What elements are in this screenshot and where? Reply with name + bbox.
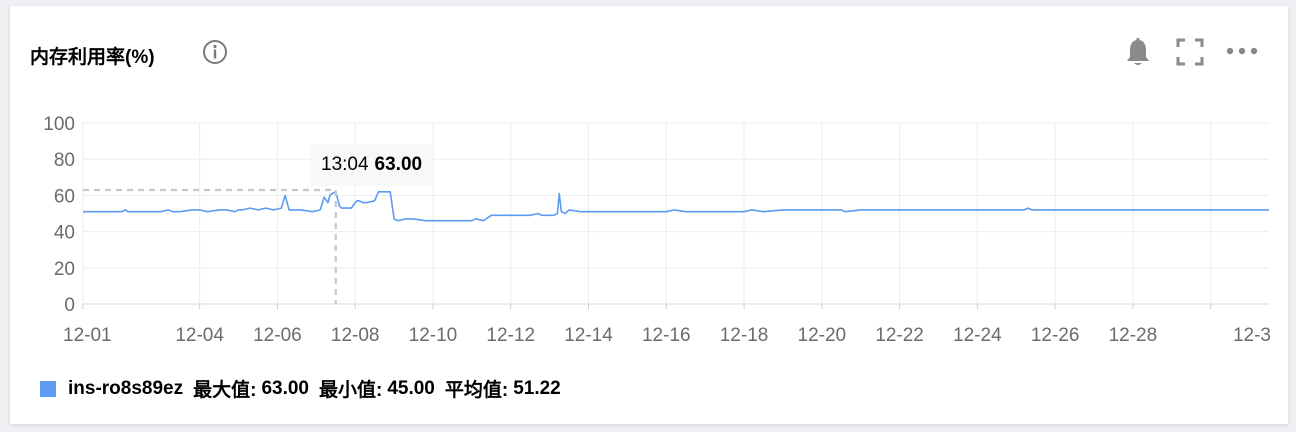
tooltip-value: 63.00 bbox=[374, 154, 423, 175]
chart-legend: ins-ro8s89ez 最大值: 63.00 最小值: 45.00 平均值: … bbox=[40, 375, 561, 402]
y-tick-label: 20 bbox=[54, 259, 75, 280]
x-tick-label: 12-01 bbox=[63, 325, 112, 346]
fullscreen-icon[interactable] bbox=[1175, 37, 1205, 72]
series-line bbox=[83, 191, 1269, 222]
legend-avg-label: 平均值: bbox=[444, 380, 509, 401]
x-tick-label: 12-24 bbox=[953, 325, 1002, 346]
legend-swatch[interactable] bbox=[40, 380, 56, 397]
tooltip-time: 13:04 bbox=[321, 154, 369, 175]
line-chart[interactable]: 0 20 40 60 80 100 12-01 12-04 12-06 12-08 12-10 12-… bbox=[10, 6, 1288, 356]
chart-tooltip: 13:04 63.00 bbox=[311, 144, 433, 186]
x-tick-label: 12-16 bbox=[642, 325, 691, 346]
x-tick-label: 12-08 bbox=[331, 325, 380, 346]
y-tick-label: 0 bbox=[64, 295, 75, 316]
legend-max-value: 63.00 bbox=[261, 377, 309, 399]
x-tick-label: 12-18 bbox=[720, 325, 769, 346]
info-icon[interactable] bbox=[202, 39, 228, 70]
x-tick-label: 12-04 bbox=[175, 325, 224, 346]
legend-series-name[interactable]: ins-ro8s89ez bbox=[68, 377, 184, 399]
y-tick-label: 80 bbox=[54, 150, 75, 171]
legend-avg-value: 51.22 bbox=[513, 377, 561, 399]
x-tick-label: 12-12 bbox=[486, 325, 535, 346]
x-tick-label: 12-26 bbox=[1031, 325, 1080, 346]
x-tick-label: 12-14 bbox=[564, 325, 613, 346]
panel-title: 内存利用率(%) bbox=[30, 47, 155, 68]
x-tick-label: 12-10 bbox=[409, 325, 458, 346]
legend-min-value: 45.00 bbox=[387, 377, 435, 399]
x-tick-label: 12-20 bbox=[798, 325, 847, 346]
x-tick-label: 12-06 bbox=[253, 325, 302, 346]
more-icon[interactable] bbox=[1225, 44, 1259, 62]
legend-min-label: 最小值: bbox=[319, 380, 383, 401]
legend-max-label: 最大值: bbox=[193, 380, 257, 401]
x-tick-label: 12-3 bbox=[1233, 325, 1271, 346]
y-tick-label: 60 bbox=[54, 186, 75, 207]
chart-panel: 内存利用率(%) 0 20 40 60 80 100 12-01 12-04 12-06 12-0… bbox=[10, 6, 1288, 424]
x-tick-label: 12-22 bbox=[875, 325, 924, 346]
y-tick-label: 40 bbox=[54, 223, 75, 244]
x-tick-label: 12-28 bbox=[1109, 325, 1158, 346]
y-tick-label: 100 bbox=[43, 114, 75, 135]
bell-icon[interactable] bbox=[1123, 37, 1153, 74]
